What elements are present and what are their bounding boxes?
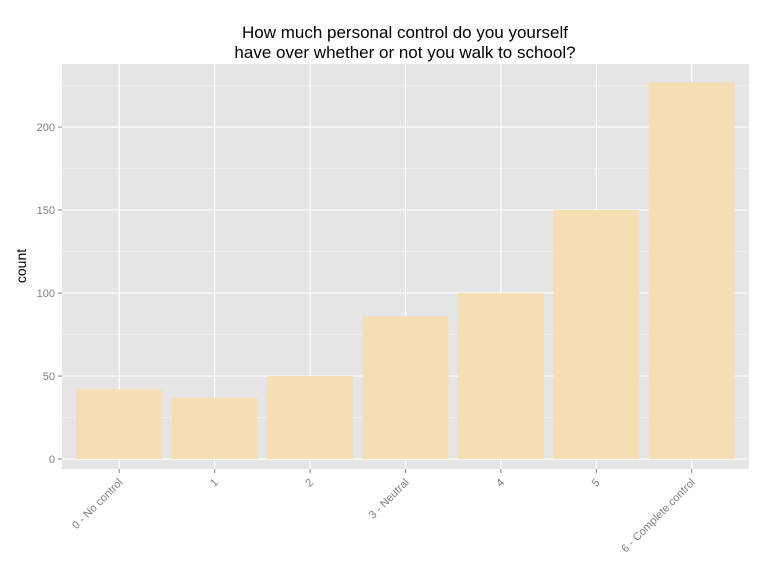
bar (648, 82, 735, 460)
bars (76, 82, 735, 460)
y-tick-label: 150 (37, 205, 55, 217)
x-tick-label: 0 - No control (70, 477, 125, 532)
x-tick-label: 2 (303, 477, 316, 490)
y-axis-ticks: 0 50 100 150 200 (37, 122, 62, 466)
y-axis-label: count (13, 249, 29, 283)
x-tick-label: 6 - Complete control (619, 477, 698, 556)
bar (267, 376, 354, 460)
x-tick-label: 1 (208, 477, 221, 490)
y-tick-label: 200 (37, 122, 55, 134)
bar (76, 389, 163, 460)
y-tick-label: 50 (43, 371, 55, 383)
x-axis-ticks: 0 - No control 1 2 3 - Neutral 4 5 6 - Complet… (70, 469, 698, 555)
y-tick-label: 0 (49, 454, 55, 466)
y-tick-label: 100 (37, 288, 55, 300)
bar (553, 210, 640, 460)
bar (457, 293, 544, 460)
x-tick-label: 3 - Neutral (367, 477, 412, 522)
bar (362, 316, 449, 460)
x-tick-label: 5 (590, 477, 603, 490)
chart-title-line-1: How much personal control do you yoursel… (242, 23, 568, 42)
x-tick-label: 4 (494, 477, 507, 490)
bar (171, 397, 258, 460)
chart-title-line-2: have over whether or not you walk to sch… (234, 43, 575, 62)
